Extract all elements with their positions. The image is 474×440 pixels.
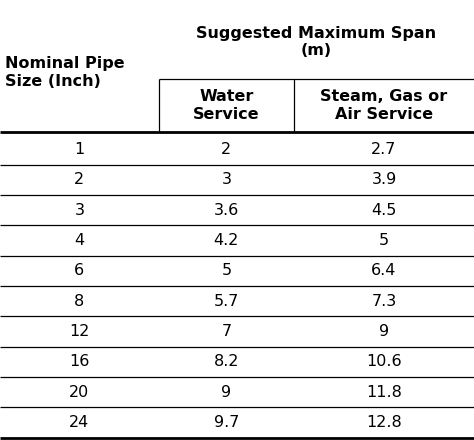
Text: 9.7: 9.7 [214,415,239,430]
Text: 3: 3 [74,202,84,218]
Text: 8: 8 [74,293,84,309]
Text: Nominal Pipe
Size (Inch): Nominal Pipe Size (Inch) [5,56,124,89]
Text: 3.6: 3.6 [214,202,239,218]
Text: 5.7: 5.7 [214,293,239,309]
Text: 2: 2 [221,142,231,157]
Text: 24: 24 [69,415,90,430]
Text: 20: 20 [69,385,90,400]
Text: 10.6: 10.6 [366,354,402,370]
Text: 8.2: 8.2 [214,354,239,370]
Text: 11.8: 11.8 [366,385,402,400]
Text: 12.8: 12.8 [366,415,402,430]
Text: 16: 16 [69,354,90,370]
Text: 3.9: 3.9 [371,172,397,187]
Text: Water
Service: Water Service [193,89,260,122]
Text: 12: 12 [69,324,90,339]
Text: 1: 1 [74,142,84,157]
Text: Steam, Gas or
Air Service: Steam, Gas or Air Service [320,89,447,122]
Text: 4: 4 [74,233,84,248]
Text: 6: 6 [74,263,84,279]
Text: 9: 9 [221,385,231,400]
Text: 2: 2 [74,172,84,187]
Text: 7: 7 [221,324,231,339]
Text: 2.7: 2.7 [371,142,397,157]
Text: 4.5: 4.5 [371,202,397,218]
Text: 3: 3 [221,172,231,187]
Text: 9: 9 [379,324,389,339]
Text: 7.3: 7.3 [371,293,397,309]
Text: Suggested Maximum Span
(m): Suggested Maximum Span (m) [196,26,437,58]
Text: 4.2: 4.2 [214,233,239,248]
Text: 5: 5 [379,233,389,248]
Text: 6.4: 6.4 [371,263,397,279]
Text: 5: 5 [221,263,231,279]
